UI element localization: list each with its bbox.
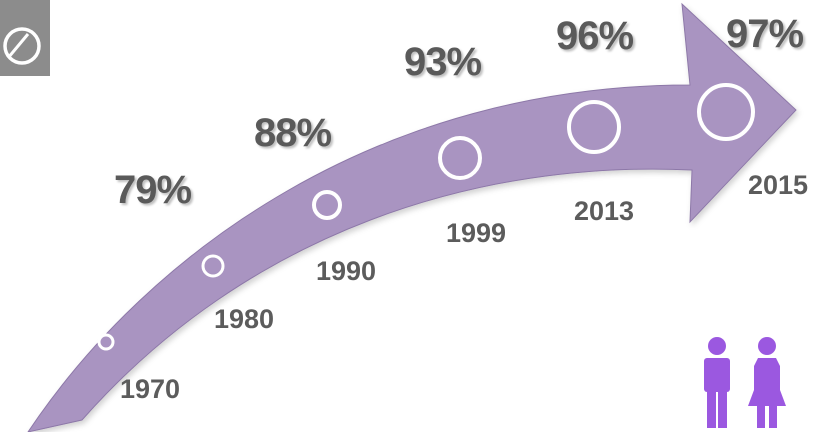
woman-icon <box>748 337 786 428</box>
man-icon <box>704 337 730 428</box>
people-icons <box>704 337 786 428</box>
year-label-1999: 1999 <box>446 218 507 248</box>
logo-tile <box>0 0 50 76</box>
milestone-marker-1970 <box>97 333 115 351</box>
percent-label-1990: 88% <box>254 111 332 155</box>
year-label-2015: 2015 <box>748 170 809 200</box>
milestone-marker-1990 <box>312 190 342 220</box>
milestone-marker-2015 <box>697 83 755 141</box>
milestone-marker-2013 <box>567 100 621 154</box>
percent-label-1980: 79% <box>114 168 192 212</box>
percent-label-2015: 97% <box>726 12 804 56</box>
year-label-2013: 2013 <box>574 196 635 226</box>
year-label-1970: 1970 <box>120 374 181 404</box>
circle-logo-icon <box>3 27 41 65</box>
year-label-1990: 1990 <box>316 256 377 286</box>
percent-label-1999: 93% <box>404 40 482 84</box>
percent-label-2013: 96% <box>556 14 634 58</box>
year-label-1980: 1980 <box>214 304 275 334</box>
milestone-marker-1999 <box>438 136 482 180</box>
milestone-marker-1980 <box>201 254 225 278</box>
